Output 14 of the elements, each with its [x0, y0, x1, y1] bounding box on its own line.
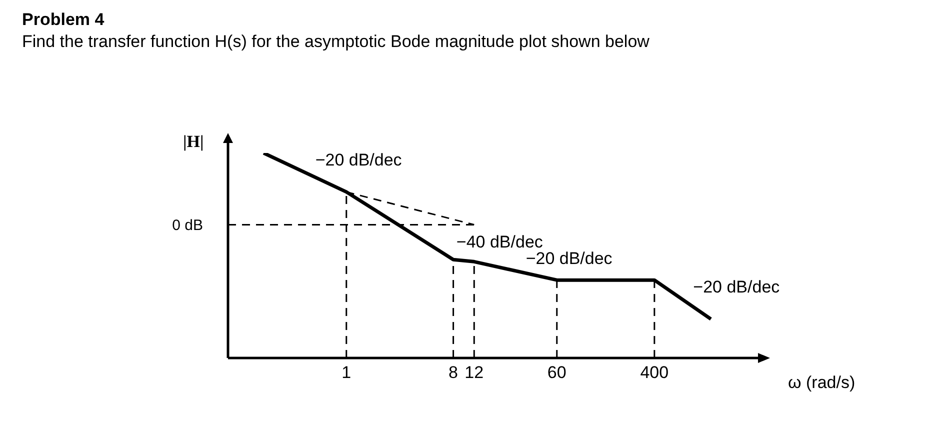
x-tick-label: 12 — [464, 363, 484, 382]
annotation: −20 dB/dec — [526, 248, 613, 268]
ref-line-label: 0 dB — [172, 217, 203, 234]
x-tick-label: 60 — [547, 363, 566, 382]
annotation: −20 dB/dec — [693, 278, 780, 297]
annotation: −20 dB/dec — [315, 150, 402, 170]
x-axis-title: ω (rad/s) — [788, 373, 856, 392]
x-tick-label: 8 — [448, 363, 458, 382]
annotation: −40 dB/dec — [456, 232, 544, 252]
text: Problem 4 — [22, 10, 104, 30]
x-tick-label: 400 — [640, 363, 669, 382]
y-axis-title: |H| — [183, 132, 204, 151]
chart-subtitle: Find the transfer function H(s) for the asymptotic Bode magnitude plot shown below — [22, 32, 650, 52]
x-tick-label: 1 — [342, 363, 352, 382]
